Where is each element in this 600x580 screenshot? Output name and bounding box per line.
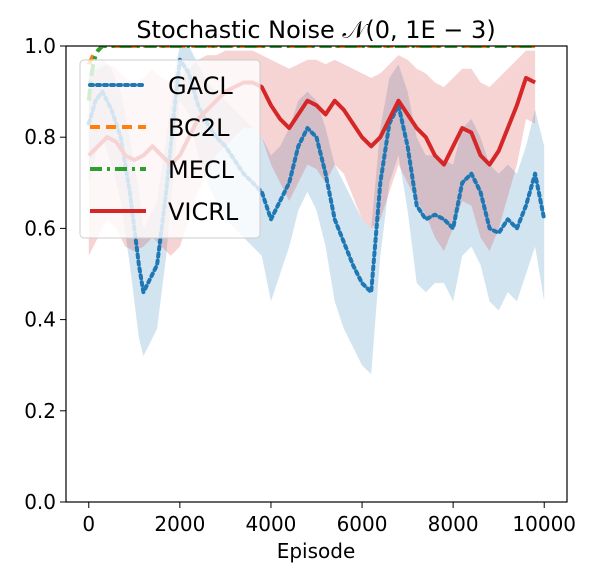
y-tick-label: 1.0	[24, 34, 56, 58]
y-tick-label: 0.4	[24, 308, 56, 332]
x-axis: 0 2000 4000 6000 8000 10000	[82, 502, 576, 536]
legend-label-vicrl: VICRL	[168, 198, 239, 226]
x-tick-label: 4000	[246, 512, 297, 536]
y-tick-label: 0.0	[24, 490, 56, 514]
x-axis-label: Episode	[277, 539, 356, 563]
legend: GACL BC2L MECL VICRL	[79, 59, 261, 239]
legend-label-mecl: MECL	[168, 156, 235, 184]
y-tick-label: 0.8	[24, 125, 56, 149]
x-tick-label: 6000	[337, 512, 388, 536]
series-line-mecl	[86, 46, 536, 101]
axes-frame	[65, 45, 568, 503]
chart-title: Stochastic Noise 𝒩(0, 1E − 3)	[136, 16, 495, 44]
y-tick-label: 0.2	[24, 399, 56, 423]
series-line-gacl	[86, 57, 547, 295]
legend-label-gacl: GACL	[168, 72, 233, 100]
x-tick-label: 10000	[512, 512, 576, 536]
x-tick-label: 0	[82, 512, 95, 536]
y-tick-label: 0.6	[24, 216, 56, 240]
legend-box	[79, 59, 261, 239]
y-axis: 0.0 0.2 0.4 0.6 0.8 1.0	[24, 34, 66, 514]
x-tick-label: 8000	[428, 512, 479, 536]
x-tick-label: 2000	[154, 512, 205, 536]
legend-label-bc2l: BC2L	[168, 114, 230, 142]
